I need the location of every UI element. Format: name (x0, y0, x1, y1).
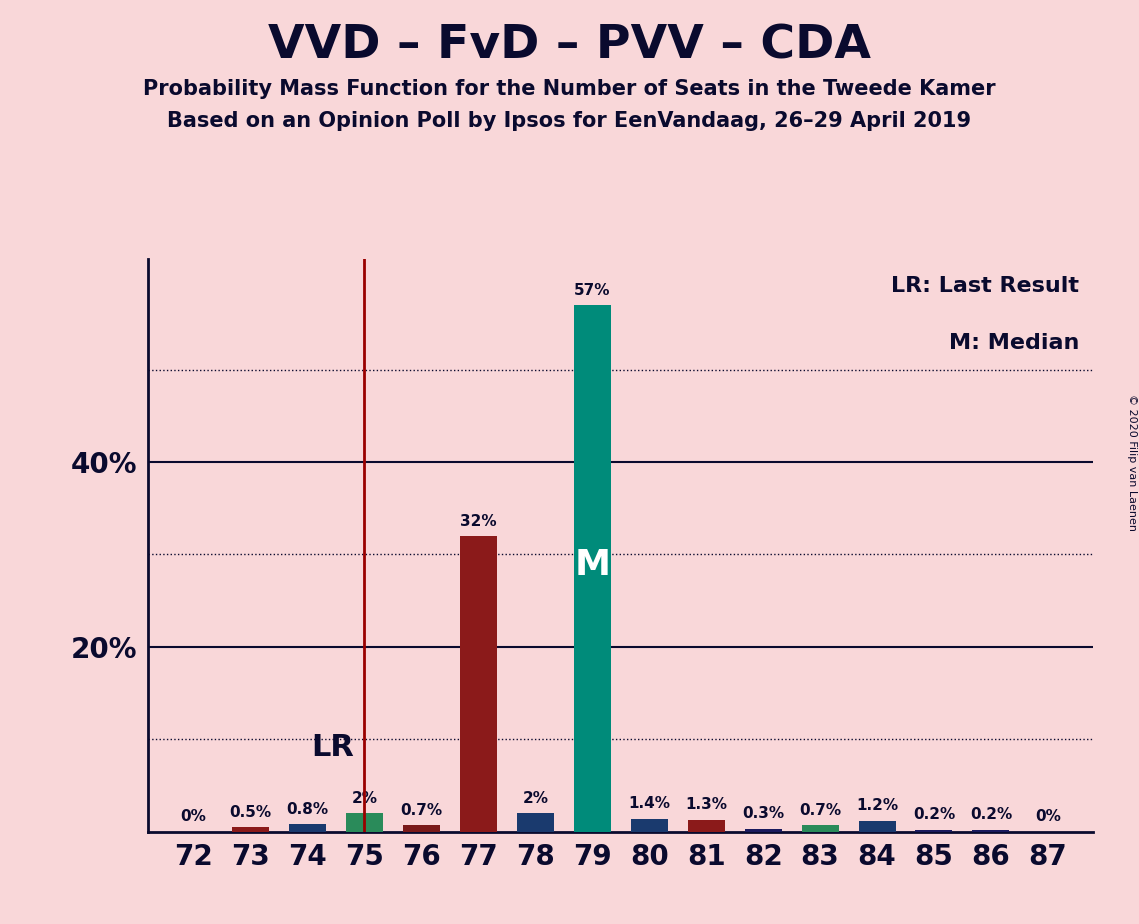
Text: 0.8%: 0.8% (287, 802, 328, 817)
Bar (574, 305, 611, 832)
Text: LR: LR (312, 734, 354, 762)
Text: 0.7%: 0.7% (401, 803, 442, 818)
Text: 1.4%: 1.4% (629, 796, 670, 811)
Bar (745, 829, 781, 832)
Bar (802, 825, 838, 832)
Bar (346, 813, 383, 832)
Bar (688, 820, 724, 832)
Text: M: Median: M: Median (949, 334, 1080, 353)
Bar (460, 536, 497, 832)
Bar (973, 830, 1009, 832)
Text: 0.3%: 0.3% (743, 807, 784, 821)
Text: M: M (574, 548, 611, 582)
Bar (859, 821, 895, 832)
Text: 0%: 0% (181, 809, 206, 824)
Text: 0%: 0% (1035, 809, 1060, 824)
Text: 0.2%: 0.2% (912, 808, 956, 822)
Bar (403, 825, 440, 832)
Text: 0.2%: 0.2% (969, 808, 1013, 822)
Text: © 2020 Filip van Laenen: © 2020 Filip van Laenen (1126, 394, 1137, 530)
Text: 2%: 2% (523, 791, 548, 806)
Text: LR: Last Result: LR: Last Result (891, 276, 1080, 296)
Text: Based on an Opinion Poll by Ipsos for EenVandaag, 26–29 April 2019: Based on an Opinion Poll by Ipsos for Ee… (167, 111, 972, 131)
Text: 0.7%: 0.7% (800, 803, 841, 818)
Text: 57%: 57% (574, 283, 611, 298)
Text: 32%: 32% (460, 514, 497, 529)
Text: 1.2%: 1.2% (857, 798, 898, 813)
Text: Probability Mass Function for the Number of Seats in the Tweede Kamer: Probability Mass Function for the Number… (144, 79, 995, 99)
Bar (916, 830, 952, 832)
Text: 2%: 2% (352, 791, 377, 806)
Bar (232, 827, 269, 832)
Text: 0.5%: 0.5% (230, 805, 271, 820)
Bar (631, 819, 667, 832)
Bar (517, 813, 554, 832)
Text: 1.3%: 1.3% (686, 797, 727, 812)
Bar (289, 824, 326, 832)
Text: VVD – FvD – PVV – CDA: VVD – FvD – PVV – CDA (268, 23, 871, 68)
